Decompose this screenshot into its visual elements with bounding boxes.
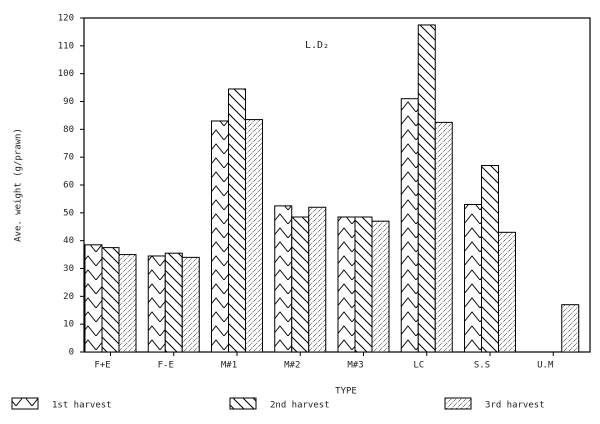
legend-swatch <box>229 397 257 410</box>
x-tick-label: U.M <box>537 361 554 371</box>
x-tick-label: LC <box>413 361 424 371</box>
bar <box>228 88 246 353</box>
x-tick-label: F-E <box>158 361 174 371</box>
bar <box>147 255 166 353</box>
y-tick-label: 20 <box>63 292 74 302</box>
bar <box>464 203 482 353</box>
bar <box>211 120 229 353</box>
x-tick-label: M#1 <box>221 361 237 371</box>
bar <box>101 247 120 353</box>
bar <box>561 304 580 353</box>
annotation: L.D₂ <box>305 40 329 51</box>
bar <box>274 205 293 353</box>
y-tick-label: 100 <box>58 69 74 79</box>
y-tick-label: 110 <box>58 41 74 51</box>
x-tick-label: M#2 <box>284 361 300 371</box>
y-tick-label: 80 <box>63 125 74 135</box>
y-tick-label: 10 <box>63 320 74 330</box>
bar <box>417 24 436 353</box>
bar <box>84 244 103 353</box>
bar <box>498 231 516 353</box>
bar <box>434 121 453 353</box>
x-axis-label: TYPE <box>335 387 357 397</box>
legend-label: 1st harvest <box>52 401 112 411</box>
bar <box>245 119 263 353</box>
y-tick-label: 30 <box>63 264 74 274</box>
bar <box>118 254 137 353</box>
y-tick-label: 60 <box>63 181 74 191</box>
legend-label: 2nd harvest <box>270 401 330 411</box>
y-tick-label: 50 <box>63 208 74 218</box>
bar <box>181 256 200 353</box>
bar <box>371 220 390 353</box>
y-tick-label: 70 <box>63 153 74 163</box>
bar <box>308 206 327 353</box>
x-tick-label: F+E <box>94 361 110 371</box>
legend-swatch <box>11 397 39 410</box>
bar <box>481 165 499 353</box>
bar <box>354 216 373 353</box>
y-tick-label: 40 <box>63 236 74 246</box>
y-axis-label: Ave. weight (g/prawn) <box>14 128 24 242</box>
legend-swatch <box>444 397 472 410</box>
y-tick-label: 120 <box>58 14 74 24</box>
bar <box>337 216 356 353</box>
y-tick-label: 0 <box>69 348 74 358</box>
bar <box>291 216 310 353</box>
x-tick-label: S.S <box>474 361 490 371</box>
x-tick-label: M#3 <box>347 361 363 371</box>
y-tick-label: 90 <box>63 97 74 107</box>
bar <box>164 252 183 353</box>
bar <box>400 98 419 353</box>
legend-label: 3rd harvest <box>485 401 545 411</box>
